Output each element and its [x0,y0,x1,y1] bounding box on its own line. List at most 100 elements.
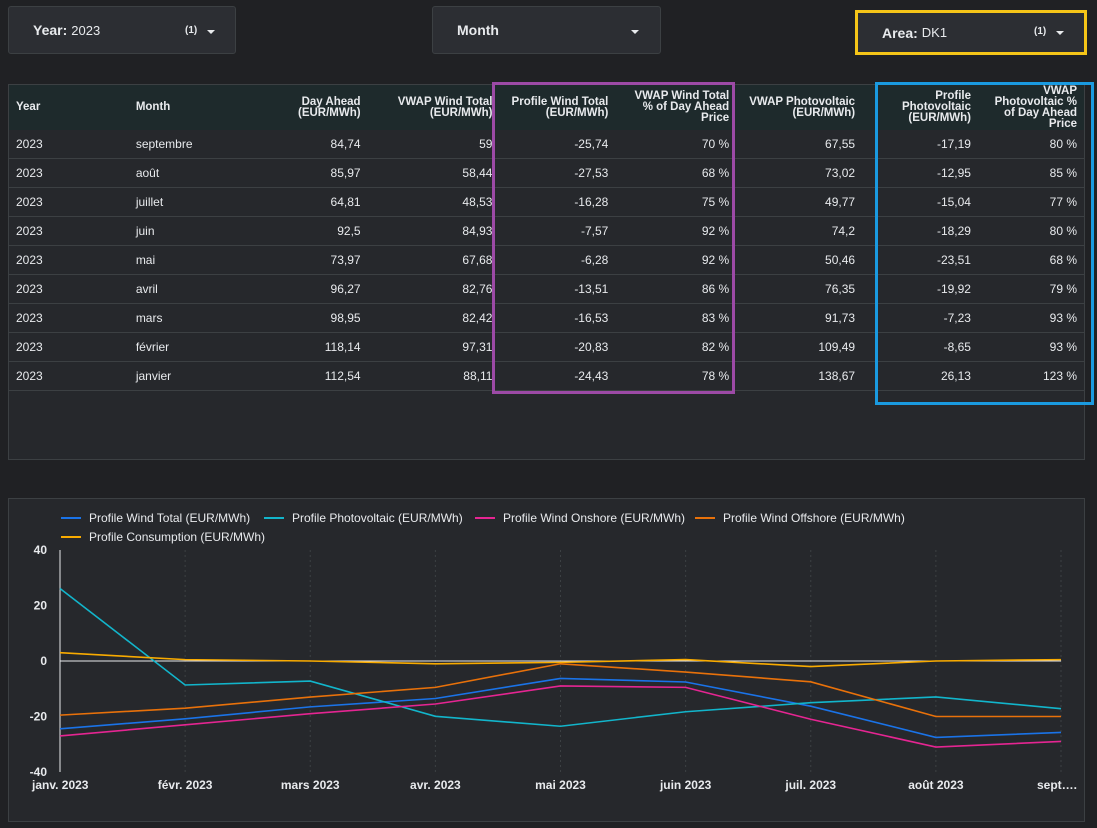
cell-year: 2023 [9,303,129,333]
cell-year: 2023 [9,245,129,275]
table-row[interactable]: 2023 mai 73,97 67,68 -6,28 92 % 50,46 -23,51 68 … [9,245,1084,275]
table-row[interactable]: 2023 juillet 64,81 48,53 -16,28 75 % 49,77 -15,… [9,187,1084,217]
cell-day-ahead: 64,81 [256,187,368,217]
cell-profile-pv: 26,13 [862,361,978,391]
cell-profile-pv: -12,95 [862,158,978,188]
cell-vwap-wind-total: 97,31 [367,332,500,362]
x-tick-label: mai 2023 [535,778,586,792]
cell-vwap-pv: 67,55 [736,130,863,159]
table-row[interactable]: 2023 septembre 84,74 59 -25,74 70 % 67,55 -17,1… [9,130,1084,159]
cell-profile-pv: -17,19 [862,130,978,159]
x-tick-label: janv. 2023 [31,778,89,792]
cell-month: juillet [128,187,257,217]
year-filter-value: 2023 [71,22,101,38]
cell-vwap-pv: 109,49 [736,332,863,362]
col-header-profile-wind-total[interactable]: Profile Wind Total (EUR/MWh) [499,85,616,130]
cell-day-ahead: 85,97 [256,158,368,188]
cell-year: 2023 [9,332,129,362]
legend-item[interactable]: Profile Wind Onshore (EUR/MWh) [475,511,685,525]
series-line-2[interactable] [59,685,1062,748]
cell-vwap-pv: 91,73 [736,303,863,333]
col-header-profile-pv[interactable]: Profile Photovoltaic (EUR/MWh) [862,85,978,130]
series-line-3[interactable] [59,662,1061,718]
cell-profile-pv: -18,29 [862,216,978,246]
table-row[interactable]: 2023 février 118,14 97,31 -20,83 82 % 109,49 -8… [9,332,1084,362]
area-filter[interactable]: Area: DK1 (1) [855,10,1087,55]
cell-vwap-wind-total: 88,11 [367,361,500,391]
series-line-0[interactable] [59,677,1062,739]
col-header-vwap-wind-total[interactable]: VWAP Wind Total (EUR/MWh) [367,85,500,130]
table-row[interactable]: 2023 mars 98,95 82,42 -16,53 83 % 91,73 -7,23 93… [9,303,1084,333]
cell-day-ahead: 73,97 [256,245,368,275]
cell-vwap-pv-pct: 68 % [977,245,1084,275]
cell-profile-wind-total: -13,51 [499,274,616,304]
y-tick-label: 40 [34,543,48,557]
cell-month: janvier [128,361,257,391]
legend-label: Profile Wind Onshore (EUR/MWh) [503,511,686,525]
legend-item[interactable]: Profile Photovoltaic (EUR/MWh) [264,511,463,525]
col-header-day-ahead[interactable]: Day Ahead (EUR/MWh) [256,85,368,130]
cell-day-ahead: 92,5 [256,216,368,246]
cell-day-ahead: 98,95 [256,303,368,333]
cell-vwap-wind-total: 84,93 [367,216,500,246]
area-filter-label: Area: [882,24,918,41]
cell-year: 2023 [9,361,129,391]
cell-vwap-wind-pct: 83 % [615,303,737,333]
cell-profile-wind-total: -24,43 [499,361,616,391]
area-filter-value: DK1 [921,25,948,40]
cell-profile-wind-total: -25,74 [499,130,616,159]
table-row[interactable]: 2023 avril 96,27 82,76 -13,51 86 % 76,35 -19,92… [9,274,1084,304]
legend-item[interactable]: Profile Wind Total (EUR/MWh) [61,511,250,525]
col-header-vwap-pv[interactable]: VWAP Photovoltaic (EUR/MWh) [736,85,863,130]
cell-profile-pv: -23,51 [862,245,978,275]
cell-vwap-pv-pct: 80 % [977,130,1084,159]
x-tick-label: juin 2023 [659,778,712,792]
legend-item[interactable]: Profile Consumption (EUR/MWh) [61,530,265,544]
legend-label: Profile Wind Total (EUR/MWh) [89,511,251,525]
cell-vwap-pv: 50,46 [736,245,863,275]
cell-day-ahead: 96,27 [256,274,368,304]
cell-year: 2023 [9,158,129,188]
cell-vwap-wind-total: 82,42 [367,303,500,333]
cell-profile-pv: -19,92 [862,274,978,304]
cell-vwap-wind-total: 82,76 [367,274,500,304]
legend-label: Profile Consumption (EUR/MWh) [89,530,266,544]
cell-day-ahead: 84,74 [256,130,368,159]
cell-year: 2023 [9,274,129,304]
series-line-1[interactable] [59,587,1062,728]
col-header-year[interactable]: Year [9,85,129,130]
cell-month: août [128,158,257,188]
cell-vwap-pv-pct: 85 % [977,158,1084,188]
table-row[interactable]: 2023 juin 92,5 84,93 -7,57 92 % 74,2 -18,29 80 % [9,216,1084,246]
cell-month: mai [128,245,257,275]
month-filter[interactable]: Month [432,6,661,54]
cell-vwap-wind-total: 67,68 [367,245,500,275]
x-tick-label: avr. 2023 [410,778,461,792]
table-row[interactable]: 2023 janvier 112,54 88,11 -24,43 78 % 138,67 26… [9,361,1084,391]
year-filter[interactable]: Year: 2023 (1) [8,6,236,54]
cell-profile-wind-total: -16,53 [499,303,616,333]
cell-vwap-wind-total: 48,53 [367,187,500,217]
cell-month: février [128,332,257,362]
cell-profile-wind-total: -20,83 [499,332,616,362]
col-header-month[interactable]: Month [128,85,257,130]
cell-profile-pv: -15,04 [862,187,978,217]
cell-vwap-wind-pct: 92 % [615,216,737,246]
cell-profile-pv: -7,23 [862,303,978,333]
cell-vwap-wind-pct: 78 % [615,361,737,391]
cell-vwap-wind-pct: 68 % [615,158,737,188]
cell-profile-wind-total: -16,28 [499,187,616,217]
table-header-row: Year Month Day Ahead (EUR/MWh) VWAP Wind… [9,85,1084,130]
legend-label: Profile Photovoltaic (EUR/MWh) [292,511,463,525]
col-header-vwap-pv-pct[interactable]: VWAP Photovoltaic % of Day Ahead Price [977,85,1084,130]
legend-item[interactable]: Profile Wind Offshore (EUR/MWh) [695,511,905,525]
price-table-card: Year Month Day Ahead (EUR/MWh) VWAP Wind… [8,84,1085,460]
table-row[interactable]: 2023 août 85,97 58,44 -27,53 68 % 73,02 -12,95 8… [9,158,1084,188]
area-filter-count: (1) [1034,26,1047,37]
cell-vwap-pv-pct: 79 % [977,274,1084,304]
col-header-vwap-wind-pct[interactable]: VWAP Wind Total % of Day Ahead Price [615,85,737,130]
legend-swatch [695,517,715,519]
series-line-4[interactable] [59,651,1062,668]
cell-vwap-wind-pct: 92 % [615,245,737,275]
